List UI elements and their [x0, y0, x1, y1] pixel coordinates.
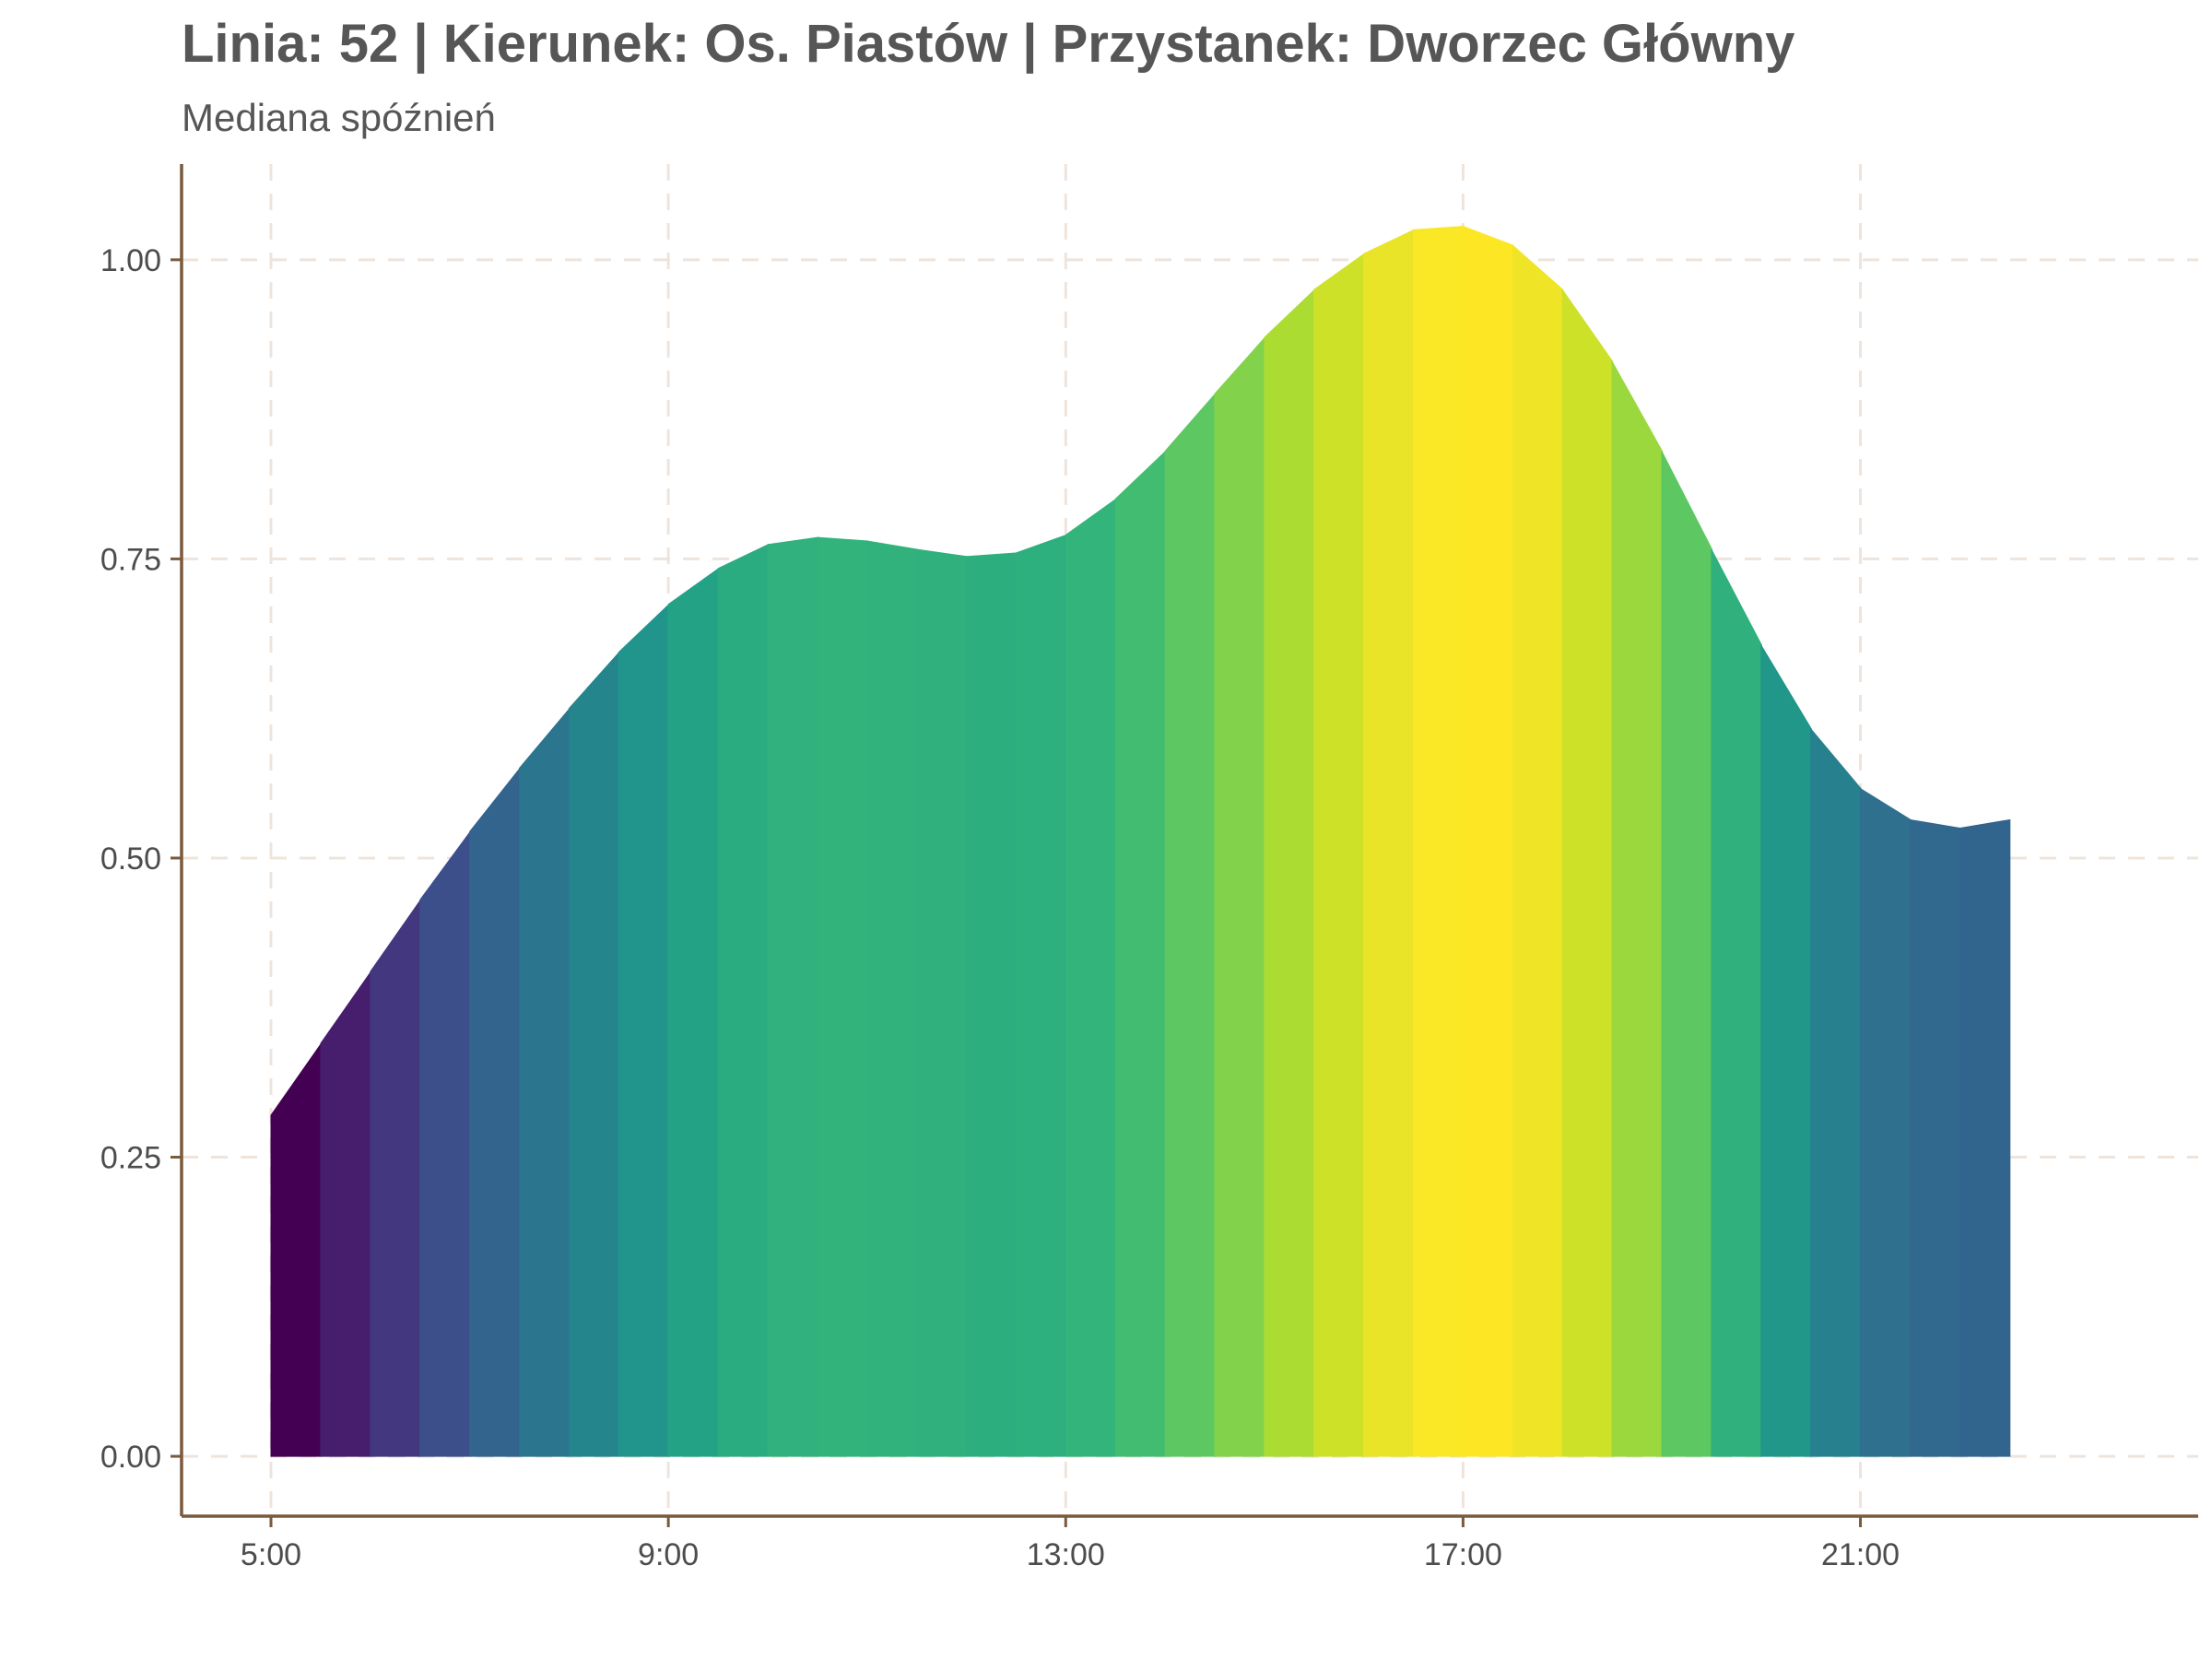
area-segment [1065, 498, 1117, 1457]
area-segment [1661, 451, 1712, 1457]
x-tick-label: 13:00 [1027, 1537, 1105, 1572]
area-segment [1711, 548, 1762, 1457]
area-segment [1413, 225, 1465, 1457]
area-segment [767, 536, 818, 1457]
y-tick-label: 1.00 [100, 243, 161, 278]
area-segment [1959, 818, 2011, 1457]
area-segment [1561, 288, 1614, 1457]
area-segment [1363, 229, 1415, 1457]
y-tick-label: 0.00 [100, 1440, 161, 1475]
chart-subtitle: Mediana spóźnień [182, 96, 496, 139]
y-tick-label: 0.75 [100, 542, 161, 577]
y-tick-label: 0.50 [100, 841, 161, 877]
area-segment [717, 544, 770, 1457]
x-tick-label: 9:00 [638, 1537, 699, 1572]
x-tick-label: 21:00 [1821, 1537, 1900, 1572]
area-segment [1611, 359, 1664, 1457]
area-segment [1512, 244, 1564, 1457]
area-segment [1264, 288, 1315, 1457]
x-tick-label: 17:00 [1424, 1537, 1502, 1572]
area-segment [1810, 727, 1862, 1457]
area-segment [270, 1041, 322, 1457]
area-segment [965, 552, 1018, 1457]
area-segment [469, 767, 521, 1457]
area-segment [1909, 818, 1961, 1457]
area-segment [1462, 225, 1514, 1457]
area-segment [1760, 643, 1812, 1457]
tick-label-layer: 0.00 0.25 0.50 0.75 1.00 5:00 9:00 13:00 17:00 21… [100, 243, 1900, 1572]
area-segment [518, 707, 571, 1457]
area-segment [1015, 534, 1067, 1457]
area-segment [667, 567, 720, 1457]
area-segment [916, 548, 968, 1457]
area-segment [866, 540, 918, 1457]
chart-title: Linia: 52 | Kierunek: Os. Piastów | Przy… [182, 14, 1795, 74]
y-tick-label: 0.25 [100, 1141, 161, 1176]
area-segment [1114, 450, 1167, 1457]
area-segment [618, 603, 670, 1457]
area-segment [419, 830, 471, 1457]
area-segment [370, 898, 421, 1457]
area-segment [1164, 392, 1217, 1457]
area-segment [1860, 787, 1912, 1457]
area-segment [817, 536, 868, 1457]
area-segment [1313, 253, 1365, 1457]
axis-layer [171, 164, 2198, 1527]
area-segment [1214, 335, 1265, 1457]
area-layer [270, 225, 2011, 1457]
area-segment [320, 970, 371, 1457]
area-segment [568, 651, 620, 1457]
x-tick-label: 5:00 [241, 1537, 301, 1572]
